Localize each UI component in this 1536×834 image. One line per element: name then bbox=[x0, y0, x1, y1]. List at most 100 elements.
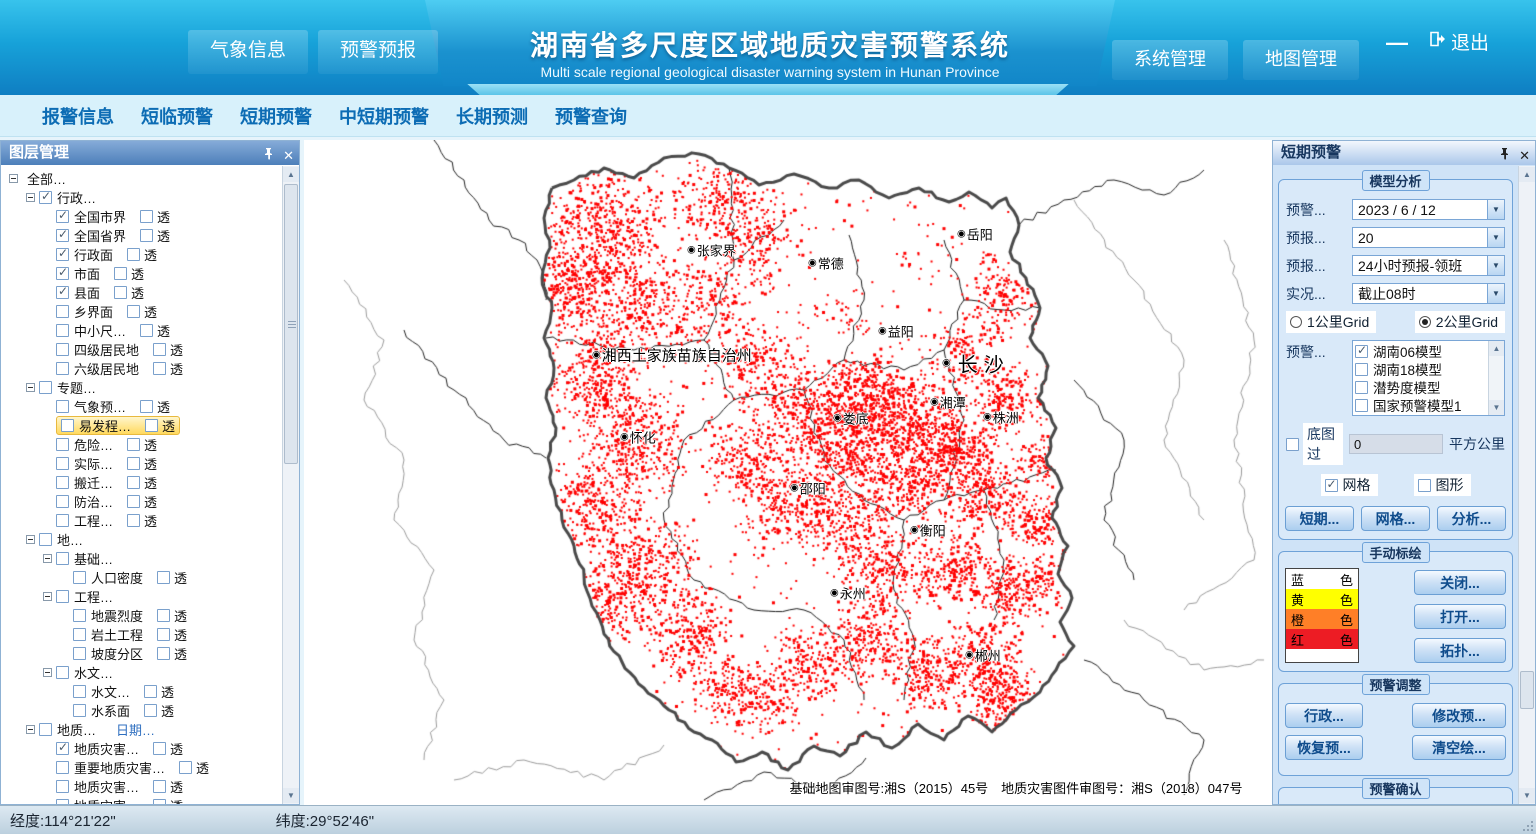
layer-tree-item[interactable]: 地… bbox=[1, 530, 282, 549]
display-toggle[interactable]: 图形 bbox=[1413, 474, 1471, 496]
layer-tree-item[interactable]: 地质灾害… 透 bbox=[1, 777, 282, 796]
radio-icon[interactable] bbox=[1290, 316, 1302, 328]
model-list-item[interactable]: 湖南18模型 bbox=[1355, 360, 1487, 378]
pin-icon[interactable] bbox=[1500, 144, 1510, 167]
action-button[interactable]: 修改预... bbox=[1412, 703, 1506, 728]
layer-tree-item[interactable]: 乡界面 透 bbox=[1, 302, 282, 321]
layer-tree-item[interactable]: 重要地质灾害… 透 bbox=[1, 758, 282, 777]
model-list-item[interactable]: 湖南06模型 bbox=[1355, 342, 1487, 360]
layer-visibility-checkbox[interactable] bbox=[56, 208, 69, 223]
layer-tree-item[interactable]: 工程… 透 bbox=[1, 511, 282, 530]
transparency-checkbox[interactable] bbox=[127, 305, 141, 318]
layer-tree-item[interactable]: 地质… 日期… bbox=[1, 720, 282, 739]
action-button[interactable]: 网格... bbox=[1361, 506, 1430, 531]
dropdown[interactable]: 2023 / 6 / 12 ▼ bbox=[1352, 199, 1505, 220]
transparency-checkbox[interactable] bbox=[127, 248, 141, 261]
layer-tree-item[interactable]: 工程… bbox=[1, 587, 282, 606]
transparency-checkbox[interactable] bbox=[140, 324, 154, 337]
transparency-checkbox[interactable] bbox=[157, 609, 171, 622]
system-manage-button[interactable]: 系统管理 bbox=[1112, 40, 1228, 80]
transparency-checkbox[interactable] bbox=[127, 476, 141, 489]
transparency-checkbox[interactable] bbox=[140, 229, 154, 242]
transparency-checkbox[interactable] bbox=[127, 514, 141, 527]
transparency-checkbox[interactable] bbox=[157, 628, 171, 641]
layer-visibility-checkbox[interactable] bbox=[56, 265, 69, 280]
layer-tree-item[interactable]: 全国省界 透 bbox=[1, 226, 282, 245]
nav-tab[interactable]: 短期预警 bbox=[240, 106, 312, 127]
transparency-checkbox[interactable] bbox=[153, 362, 167, 375]
layer-tree-item[interactable]: 全国市界 透 bbox=[1, 207, 282, 226]
action-button[interactable]: 清空绘... bbox=[1412, 735, 1506, 760]
transparency-checkbox[interactable] bbox=[127, 495, 141, 508]
chevron-down-icon[interactable]: ▼ bbox=[1487, 228, 1504, 247]
transparency-checkbox[interactable] bbox=[114, 267, 128, 280]
layer-tree-item[interactable]: 行政面 透 bbox=[1, 245, 282, 264]
layer-tree-item[interactable]: 行政… bbox=[1, 188, 282, 207]
layer-visibility-checkbox[interactable] bbox=[56, 552, 69, 565]
model-list-item[interactable]: 潜势度模型 bbox=[1355, 378, 1487, 396]
layer-visibility-checkbox[interactable] bbox=[56, 761, 69, 774]
model-checkbox[interactable] bbox=[1355, 343, 1368, 358]
date-link[interactable]: 日期… bbox=[116, 723, 156, 738]
scroll-thumb[interactable] bbox=[1520, 671, 1534, 709]
tree-expander-icon[interactable] bbox=[26, 725, 35, 734]
action-button[interactable]: 短期... bbox=[1285, 506, 1354, 531]
layer-visibility-checkbox[interactable] bbox=[56, 457, 69, 470]
action-button[interactable]: 打开... bbox=[1414, 604, 1506, 629]
layer-tree-item[interactable]: 水系面 透 bbox=[1, 701, 282, 720]
transparency-checkbox[interactable] bbox=[153, 742, 167, 755]
layer-visibility-checkbox[interactable] bbox=[73, 571, 86, 584]
scroll-down-icon[interactable]: ▼ bbox=[283, 788, 299, 803]
layer-visibility-checkbox[interactable] bbox=[73, 704, 86, 717]
tree-expander-icon[interactable] bbox=[43, 554, 52, 563]
nav-tab[interactable]: 中短期预警 bbox=[339, 106, 429, 127]
layer-tree-item[interactable]: 全部… bbox=[1, 169, 282, 188]
toggle-checkbox[interactable] bbox=[1324, 477, 1338, 492]
layer-tree-item[interactable]: 水文… bbox=[1, 663, 282, 682]
base-filter-checkbox[interactable] bbox=[1286, 437, 1299, 451]
layer-tree-item[interactable]: 气象预… 透 bbox=[1, 397, 282, 416]
layer-visibility-checkbox[interactable] bbox=[56, 740, 69, 755]
grid-size-radio[interactable]: 2公里Grid bbox=[1414, 311, 1505, 333]
close-icon[interactable]: ✕ bbox=[1519, 148, 1530, 163]
layer-visibility-checkbox[interactable] bbox=[56, 476, 69, 489]
layer-tree-item[interactable]: 危险… 透 bbox=[1, 435, 282, 454]
model-checkbox[interactable] bbox=[1355, 380, 1368, 394]
layer-visibility-checkbox[interactable] bbox=[56, 343, 69, 356]
scroll-up-icon[interactable]: ▲ bbox=[1489, 341, 1504, 356]
model-checkbox[interactable] bbox=[1355, 398, 1368, 412]
transparency-checkbox[interactable] bbox=[157, 571, 171, 584]
layer-visibility-checkbox[interactable] bbox=[56, 227, 69, 242]
layer-tree-item[interactable]: 六级居民地 透 bbox=[1, 359, 282, 378]
layer-tree-item[interactable]: 地质灾害… 透 bbox=[1, 796, 282, 804]
action-button[interactable]: 分析... bbox=[1437, 506, 1506, 531]
warning-color-legend[interactable]: 蓝色黄色橙色红色 bbox=[1285, 568, 1359, 663]
warning-forecast-button[interactable]: 预警预报 bbox=[318, 30, 439, 74]
dropdown[interactable]: 24小时预报-领班 ▼ bbox=[1352, 255, 1505, 276]
layer-tree-item[interactable]: 县面 透 bbox=[1, 283, 282, 302]
transparency-checkbox[interactable] bbox=[140, 210, 154, 223]
transparency-checkbox[interactable] bbox=[153, 343, 167, 356]
color-legend-row[interactable]: 蓝色 bbox=[1286, 569, 1358, 589]
layer-visibility-checkbox[interactable] bbox=[56, 514, 69, 527]
layer-visibility-checkbox[interactable] bbox=[39, 533, 52, 546]
layer-visibility-checkbox[interactable] bbox=[56, 799, 69, 804]
tree-expander-icon[interactable] bbox=[26, 193, 35, 202]
transparency-checkbox[interactable] bbox=[157, 647, 171, 660]
tree-expander-icon[interactable] bbox=[43, 592, 52, 601]
layer-tree-item[interactable]: 四级居民地 透 bbox=[1, 340, 282, 359]
transparency-checkbox[interactable] bbox=[140, 400, 154, 413]
action-button[interactable]: 恢复预... bbox=[1285, 735, 1363, 760]
chevron-down-icon[interactable]: ▼ bbox=[1487, 200, 1504, 219]
action-button[interactable]: 行政... bbox=[1285, 703, 1363, 728]
transparency-checkbox[interactable] bbox=[179, 761, 193, 774]
layer-visibility-checkbox[interactable] bbox=[56, 666, 69, 679]
exit-button[interactable]: 退出 bbox=[1428, 28, 1489, 55]
layer-tree-item[interactable]: 实际… 透 bbox=[1, 454, 282, 473]
model-checkbox[interactable] bbox=[1355, 362, 1368, 376]
layer-visibility-checkbox[interactable] bbox=[56, 590, 69, 603]
transparency-checkbox[interactable] bbox=[127, 438, 141, 451]
layer-visibility-checkbox[interactable] bbox=[56, 400, 69, 413]
transparency-checkbox[interactable] bbox=[144, 704, 158, 717]
